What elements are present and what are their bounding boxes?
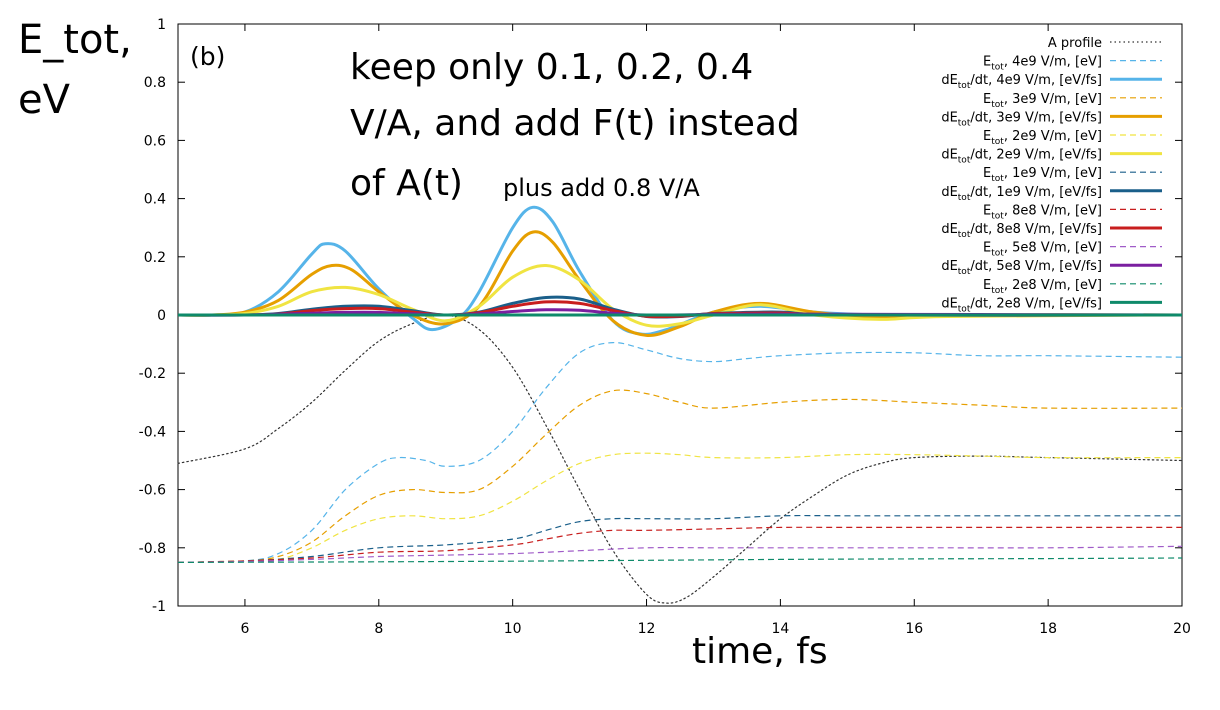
legend-label: Etot, 2e8 V/m, [eV] <box>983 278 1102 296</box>
series-line-e-tot-1e9-v-m-ev <box>177 514 1182 563</box>
series-line-e-tot-3e9-v-m-ev <box>177 389 1183 563</box>
y-tick-label: 0.4 <box>144 192 166 208</box>
series-line-de-tot-dt-3e9-v-m-ev-fs <box>177 230 1183 337</box>
x-tick-label: 12 <box>638 621 656 637</box>
annotation-line-2: V/A, and add F(t) instead <box>350 103 800 144</box>
x-tick-label: 8 <box>374 621 383 637</box>
y-tick-label: 0.8 <box>144 75 166 91</box>
legend-label: dEtot/dt, 2e9 V/m, [eV/fs] <box>941 148 1102 166</box>
legend-label: dEtot/dt, 8e8 V/m, [eV/fs] <box>941 222 1102 240</box>
x-axis-label: time, fs <box>692 631 828 672</box>
legend-label: dEtot/dt, 3e9 V/m, [eV/fs] <box>941 110 1102 128</box>
annotation-line-3: of A(t) <box>350 163 463 204</box>
legend-label: dEtot/dt, 4e9 V/m, [eV/fs] <box>941 73 1102 91</box>
x-tick-label: 14 <box>771 621 789 637</box>
x-tick-label: 10 <box>504 621 522 637</box>
series-line-e-tot-4e9-v-m-ev <box>177 341 1183 563</box>
legend-label: Etot, 5e8 V/m, [eV] <box>983 241 1102 259</box>
y-axis-label-line2: eV <box>18 77 70 123</box>
x-tick-label: 18 <box>1039 621 1057 637</box>
annotation-line-1: keep only 0.1, 0.2, 0.4 <box>350 47 754 88</box>
x-tick-label: 16 <box>905 621 923 637</box>
legend-label: Etot, 8e8 V/m, [eV] <box>983 203 1102 221</box>
series-line-de-tot-dt-2e9-v-m-ev-fs <box>177 263 1183 328</box>
y-tick-label: -0.4 <box>139 424 166 440</box>
y-axis-label-line1: E_tot, <box>18 17 132 63</box>
legend-label: Etot, 3e9 V/m, [eV] <box>983 92 1102 110</box>
series-line-a-profile <box>177 314 1183 604</box>
panel-label: (b) <box>190 42 226 71</box>
series-line-e-tot-5e8-v-m-ev <box>177 545 1183 563</box>
y-tick-label: 0 <box>157 308 166 324</box>
series-line-e-tot-2e8-v-m-ev <box>177 557 1183 563</box>
y-tick-label: 0.6 <box>144 133 166 149</box>
legend-label: Etot, 4e9 V/m, [eV] <box>983 55 1102 73</box>
legend-label: Etot, 2e9 V/m, [eV] <box>983 129 1102 147</box>
annotation-small: plus add 0.8 V/A <box>503 174 700 202</box>
x-tick-label: 6 <box>240 621 249 637</box>
y-tick-label: 1 <box>157 17 166 33</box>
legend-label: dEtot/dt, 5e8 V/m, [eV/fs] <box>941 259 1102 277</box>
legend-label: dEtot/dt, 1e9 V/m, [eV/fs] <box>941 185 1102 203</box>
legend-label: dEtot/dt, 2e8 V/m, [eV/fs] <box>941 296 1102 314</box>
series-line-e-tot-2e9-v-m-ev <box>177 452 1183 563</box>
y-tick-label: -0.8 <box>139 541 166 557</box>
y-tick-label: -1 <box>152 599 166 615</box>
legend-label: Etot, 1e9 V/m, [eV] <box>983 166 1102 184</box>
y-tick-label: 0.2 <box>144 250 166 266</box>
y-tick-label: -0.6 <box>139 483 166 499</box>
x-tick-label: 20 <box>1173 621 1191 637</box>
legend-label: A profile <box>1048 36 1102 51</box>
y-tick-label: -0.2 <box>139 366 166 382</box>
series-line-e-tot-8e8-v-m-ev <box>177 526 1182 563</box>
